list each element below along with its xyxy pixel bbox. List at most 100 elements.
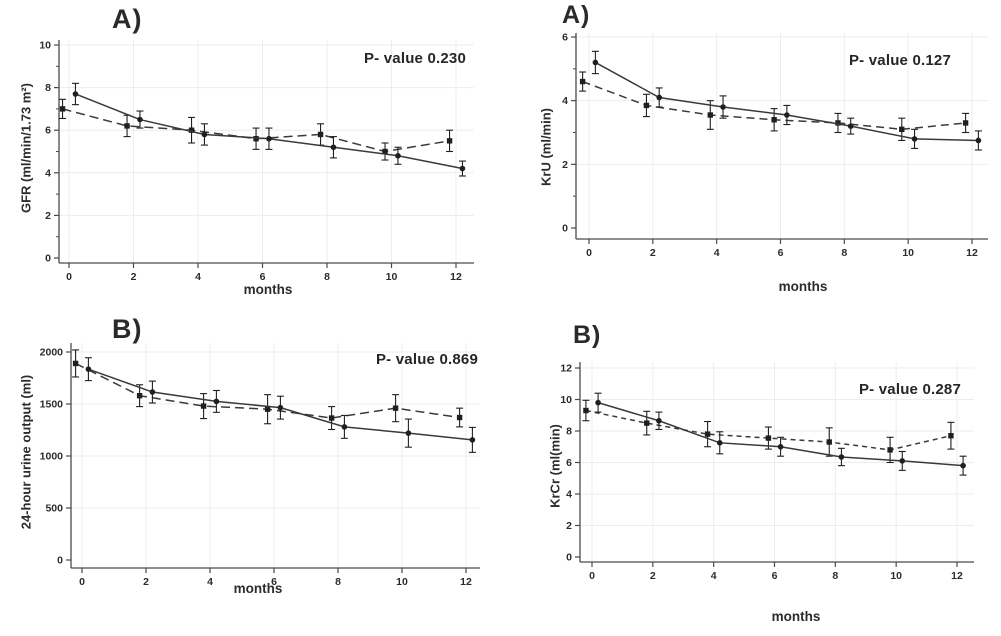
x-tick-label: 8 bbox=[832, 570, 838, 582]
pvalue-gfr: P- value 0.230 bbox=[363, 50, 466, 67]
x-tick-label: 12 bbox=[460, 576, 472, 588]
square-marker bbox=[264, 406, 271, 412]
y-tick-label: 8 bbox=[45, 82, 51, 94]
y-tick-label: 2 bbox=[562, 159, 568, 171]
x-tick-label: 0 bbox=[79, 576, 85, 588]
circle-marker bbox=[341, 424, 348, 430]
y-axis-title-gfr: GFR (ml/min/1.73 m²) bbox=[18, 82, 34, 214]
square-marker bbox=[328, 415, 335, 421]
x-tick-label: 12 bbox=[450, 271, 462, 283]
x-tick-label: 10 bbox=[890, 570, 902, 582]
x-tick-label: 0 bbox=[589, 570, 595, 582]
panel-label-bottom-left: B) bbox=[112, 314, 143, 344]
square-marker bbox=[72, 360, 79, 367]
y-tick-label: 10 bbox=[39, 40, 51, 52]
circle-marker bbox=[838, 454, 845, 460]
y-tick-label: 0 bbox=[566, 552, 572, 564]
circle-marker bbox=[656, 417, 662, 424]
x-axis-title-gfr-months: months bbox=[243, 282, 293, 297]
y-axis-title-krcr: KrCr (ml(min) bbox=[547, 424, 563, 508]
y-tick-label: 0 bbox=[57, 555, 63, 567]
square-marker bbox=[826, 439, 832, 445]
circle-marker bbox=[395, 152, 401, 159]
x-tick-label: 4 bbox=[714, 247, 720, 259]
square-marker bbox=[835, 120, 841, 126]
square-marker bbox=[579, 78, 586, 85]
square-marker bbox=[899, 126, 905, 133]
x-tick-label: 8 bbox=[841, 247, 847, 259]
square-marker bbox=[382, 148, 388, 155]
x-tick-label: 6 bbox=[778, 247, 784, 259]
square-marker bbox=[643, 102, 650, 109]
square-marker bbox=[188, 127, 195, 133]
circle-marker bbox=[266, 135, 272, 142]
x-axis-title-krcr-months: months bbox=[771, 609, 821, 624]
square-marker bbox=[392, 405, 399, 411]
circle-marker bbox=[911, 136, 918, 142]
circle-marker bbox=[330, 144, 337, 151]
x-tick-label: 6 bbox=[271, 576, 277, 588]
x-tick-label: 10 bbox=[386, 271, 398, 283]
circle-marker bbox=[201, 131, 208, 138]
x-tick-label: 8 bbox=[324, 271, 330, 283]
pvalue-krcr: P- value 0.287 bbox=[858, 381, 961, 398]
x-tick-label: 6 bbox=[260, 271, 266, 283]
pvalue-urine-output: P- value 0.869 bbox=[375, 351, 478, 368]
circle-marker bbox=[777, 443, 784, 450]
square-marker bbox=[704, 431, 711, 437]
square-marker bbox=[317, 131, 324, 138]
square-marker bbox=[771, 117, 777, 123]
y-tick-label: 2 bbox=[566, 520, 572, 532]
circle-marker bbox=[899, 458, 906, 464]
circle-marker bbox=[459, 165, 466, 172]
square-marker bbox=[124, 123, 130, 129]
y-tick-label: 0 bbox=[45, 253, 51, 265]
circle-marker bbox=[847, 123, 854, 129]
square-marker bbox=[446, 138, 453, 144]
y-tick-label: 500 bbox=[45, 503, 63, 515]
y-tick-label: 4 bbox=[562, 95, 568, 107]
x-tick-label: 8 bbox=[335, 576, 341, 588]
circle-marker bbox=[137, 116, 143, 123]
circle-marker bbox=[277, 404, 284, 411]
x-tick-label: 0 bbox=[586, 247, 592, 259]
square-marker bbox=[962, 120, 969, 126]
x-tick-label: 12 bbox=[966, 247, 978, 259]
x-tick-label: 12 bbox=[951, 570, 963, 582]
y-tick-label: 4 bbox=[566, 489, 572, 501]
x-axis-title-kru-months: months bbox=[778, 279, 828, 294]
circle-marker bbox=[784, 112, 790, 118]
square-marker bbox=[707, 112, 713, 118]
x-axis-title-urine-months: months bbox=[233, 581, 283, 596]
x-tick-label: 4 bbox=[207, 576, 213, 588]
square-marker bbox=[59, 106, 66, 112]
circle-marker bbox=[72, 91, 79, 97]
x-tick-label: 2 bbox=[650, 570, 656, 582]
x-tick-label: 6 bbox=[772, 570, 778, 582]
y-tick-label: 12 bbox=[560, 363, 572, 375]
square-marker bbox=[136, 392, 143, 399]
y-axis-title-kru: KrU (ml/min) bbox=[538, 108, 554, 186]
circle-marker bbox=[213, 398, 220, 405]
y-tick-label: 2 bbox=[45, 210, 51, 222]
y-tick-label: 10 bbox=[560, 394, 572, 406]
y-tick-label: 6 bbox=[45, 125, 51, 137]
x-tick-label: 4 bbox=[711, 570, 717, 582]
y-tick-label: 4 bbox=[45, 167, 51, 179]
square-marker bbox=[583, 407, 589, 414]
circle-marker bbox=[149, 389, 156, 395]
y-tick-label: 1000 bbox=[40, 451, 64, 463]
x-tick-label: 10 bbox=[396, 576, 408, 588]
square-marker bbox=[200, 403, 207, 409]
square-marker bbox=[456, 414, 463, 421]
y-tick-label: 2000 bbox=[40, 347, 64, 359]
circle-marker bbox=[85, 366, 92, 372]
square-marker bbox=[253, 136, 259, 142]
y-tick-label: 0 bbox=[562, 223, 568, 235]
square-marker bbox=[765, 435, 772, 441]
x-tick-label: 2 bbox=[650, 247, 656, 259]
circle-marker bbox=[595, 399, 601, 406]
circle-marker bbox=[656, 94, 663, 101]
